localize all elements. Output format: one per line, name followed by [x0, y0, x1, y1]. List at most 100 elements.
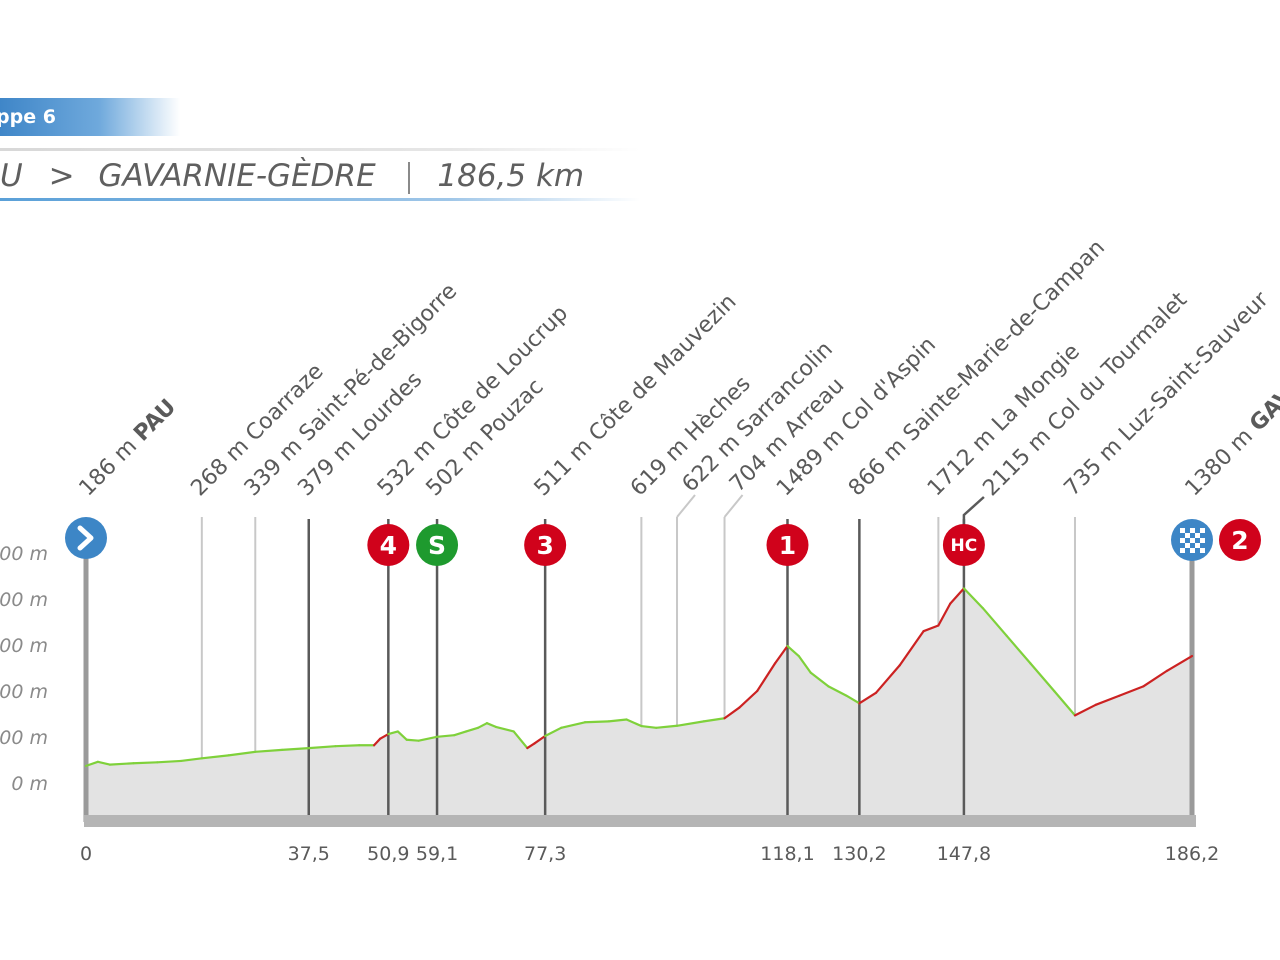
y-tick-label: 00 m	[0, 681, 48, 703]
x-tick-label: 147,8	[937, 843, 991, 865]
checkered-flag-icon	[1190, 548, 1195, 553]
climb-category-badge-label: 1	[779, 531, 796, 560]
profile-climb-segment	[1165, 654, 1194, 672]
checkered-flag-icon	[1180, 528, 1185, 533]
hc-leader	[962, 496, 985, 528]
profile-flat-segment	[845, 694, 861, 705]
profile-flat-segment	[435, 734, 456, 738]
profile-flat-segment	[640, 724, 658, 729]
climb-category-badge-circle	[942, 524, 985, 566]
profile-flat-segment	[254, 748, 284, 753]
stage-number-badge: ppe 6	[0, 98, 180, 136]
profile-flat-segment	[405, 738, 420, 742]
profile-flat-segment	[179, 757, 203, 763]
x-tick-label: 118,1	[760, 843, 814, 865]
profile-climb-segment	[1118, 685, 1145, 697]
profile-climb-segment	[378, 732, 390, 740]
profile-flat-segment	[544, 726, 563, 738]
profile-flat-segment	[227, 750, 257, 757]
route-start: U	[0, 158, 23, 194]
profile-baseline	[84, 815, 1196, 827]
profile-flat-segment	[84, 760, 99, 767]
x-tick-label: 77,3	[524, 843, 566, 865]
climb-category-badge-label: HC	[951, 536, 978, 556]
profile-flat-segment	[132, 761, 159, 765]
profile-flat-segment	[702, 717, 726, 723]
profile-climb-segment	[922, 624, 940, 633]
checkered-flag-icon	[1180, 538, 1185, 543]
y-tick-label: 00 m	[0, 543, 48, 565]
profile-flat-segment	[560, 721, 587, 729]
waypoint-label: 339 m Saint-Pé-de-Bigorre	[240, 279, 462, 501]
waypoint-altitude: 511 m	[530, 429, 602, 501]
checkered-flag-icon	[1185, 543, 1190, 548]
profile-flat-segment	[387, 730, 399, 736]
checkered-flag-icon	[1185, 533, 1190, 538]
start-chevron-icon	[77, 525, 94, 551]
profile-flat-segment	[494, 725, 515, 733]
profile-flat-segment	[583, 720, 610, 724]
profile-climb-segment	[533, 734, 547, 745]
y-tick-label: 00 m	[0, 589, 48, 611]
checkered-flag-icon	[1180, 548, 1185, 553]
profile-flat-segment	[655, 724, 679, 729]
profile-climb-segment	[874, 664, 901, 694]
profile-area	[86, 588, 1192, 822]
profile-flat-segment	[485, 722, 497, 728]
waypoint-name: GAVARNIE	[1245, 331, 1280, 437]
waypoint-altitude: 1380 m	[1181, 419, 1263, 501]
route-distance: 186,5 km	[437, 158, 585, 194]
profile-climb-segment	[773, 644, 789, 665]
profile-climb-segment	[738, 689, 759, 709]
route-finish: GAVARNIE-GÈDRE	[98, 158, 376, 194]
x-tick-label: 186,2	[1165, 843, 1219, 865]
profile-climb-segment	[858, 691, 878, 705]
profile-climb-segment	[1142, 669, 1169, 688]
climb-category-badge-label: 4	[380, 531, 397, 560]
checkered-flag-icon	[1200, 538, 1205, 543]
checkered-flag-icon	[1200, 548, 1205, 553]
waypoint-leader	[723, 494, 744, 518]
profile-flat-segment	[962, 587, 985, 610]
profile-flat-segment	[827, 685, 848, 697]
profile-flat-segment	[476, 722, 489, 729]
profile-climb-segment	[756, 662, 777, 693]
profile-climb-segment	[949, 587, 966, 605]
profile-flat-segment	[307, 745, 337, 750]
finish-climb-badge-circle	[1219, 519, 1261, 561]
profile-flat-segment	[417, 735, 439, 742]
route-divider-top	[0, 148, 640, 151]
profile-flat-segment	[1005, 634, 1032, 665]
profile-climb-segment	[526, 742, 536, 750]
profile-flat-segment	[334, 744, 361, 748]
profile-flat-segment	[280, 747, 310, 751]
waypoint-altitude: 735 m	[1060, 429, 1132, 501]
y-tick-label: 00 m	[0, 727, 48, 749]
x-tick-label: 130,2	[832, 843, 886, 865]
profile-flat-segment	[512, 730, 529, 750]
profile-flat-segment	[453, 730, 468, 737]
profile-flat-segment	[607, 718, 628, 723]
waypoint-leader	[676, 494, 696, 518]
profile-flat-segment	[625, 718, 643, 728]
profile-flat-segment	[156, 759, 183, 764]
x-tick-label: 50,9	[367, 843, 409, 865]
profile-flat-segment	[465, 726, 480, 733]
profile-climb-segment	[1073, 703, 1097, 717]
climb-category-badge-circle	[766, 524, 809, 566]
route-title: U > GAVARNIE-GÈDRE 186,5 km	[0, 152, 640, 200]
x-tick-label: 37,5	[288, 843, 330, 865]
checkered-flag-icon	[1200, 528, 1205, 533]
waypoint-label: 186 m PAU	[75, 395, 182, 502]
x-tick-label: 59,1	[416, 843, 458, 865]
sprint-badge-circle	[416, 524, 459, 566]
y-tick-label: 0 m	[11, 773, 48, 795]
profile-climb-segment	[1094, 694, 1121, 706]
profile-flat-segment	[200, 754, 230, 760]
profile-flat-segment	[1029, 662, 1056, 693]
checkered-flag-icon	[1190, 528, 1195, 533]
climb-category-badge-circle	[524, 524, 567, 566]
profile-climb-segment	[372, 737, 382, 747]
route-separator	[407, 161, 410, 194]
